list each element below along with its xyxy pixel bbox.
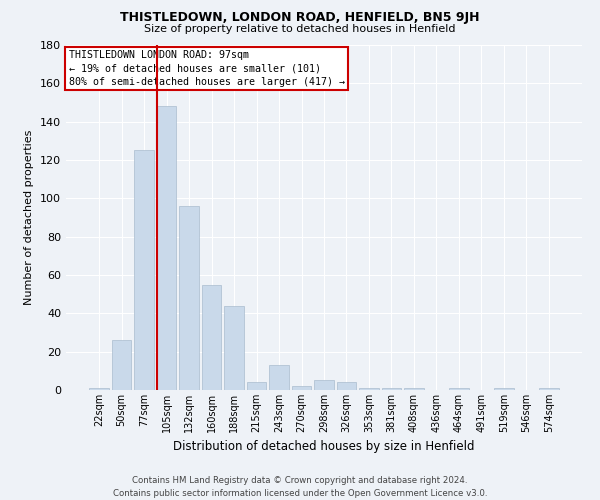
Bar [314, 380, 334, 390]
Bar [247, 382, 266, 390]
Bar [179, 206, 199, 390]
Bar [337, 382, 356, 390]
Bar [359, 388, 379, 390]
Bar [157, 106, 176, 390]
Bar [269, 365, 289, 390]
Bar [134, 150, 154, 390]
Bar [382, 388, 401, 390]
Bar [404, 388, 424, 390]
Bar [224, 306, 244, 390]
Text: Size of property relative to detached houses in Henfield: Size of property relative to detached ho… [144, 24, 456, 34]
X-axis label: Distribution of detached houses by size in Henfield: Distribution of detached houses by size … [173, 440, 475, 454]
Bar [539, 388, 559, 390]
Text: Contains HM Land Registry data © Crown copyright and database right 2024.
Contai: Contains HM Land Registry data © Crown c… [113, 476, 487, 498]
Bar [292, 386, 311, 390]
Y-axis label: Number of detached properties: Number of detached properties [25, 130, 34, 305]
Bar [494, 388, 514, 390]
Bar [112, 340, 131, 390]
Bar [202, 284, 221, 390]
Text: THISTLEDOWN, LONDON ROAD, HENFIELD, BN5 9JH: THISTLEDOWN, LONDON ROAD, HENFIELD, BN5 … [120, 11, 480, 24]
Text: THISTLEDOWN LONDON ROAD: 97sqm
← 19% of detached houses are smaller (101)
80% of: THISTLEDOWN LONDON ROAD: 97sqm ← 19% of … [68, 50, 344, 86]
Bar [89, 388, 109, 390]
Bar [449, 388, 469, 390]
